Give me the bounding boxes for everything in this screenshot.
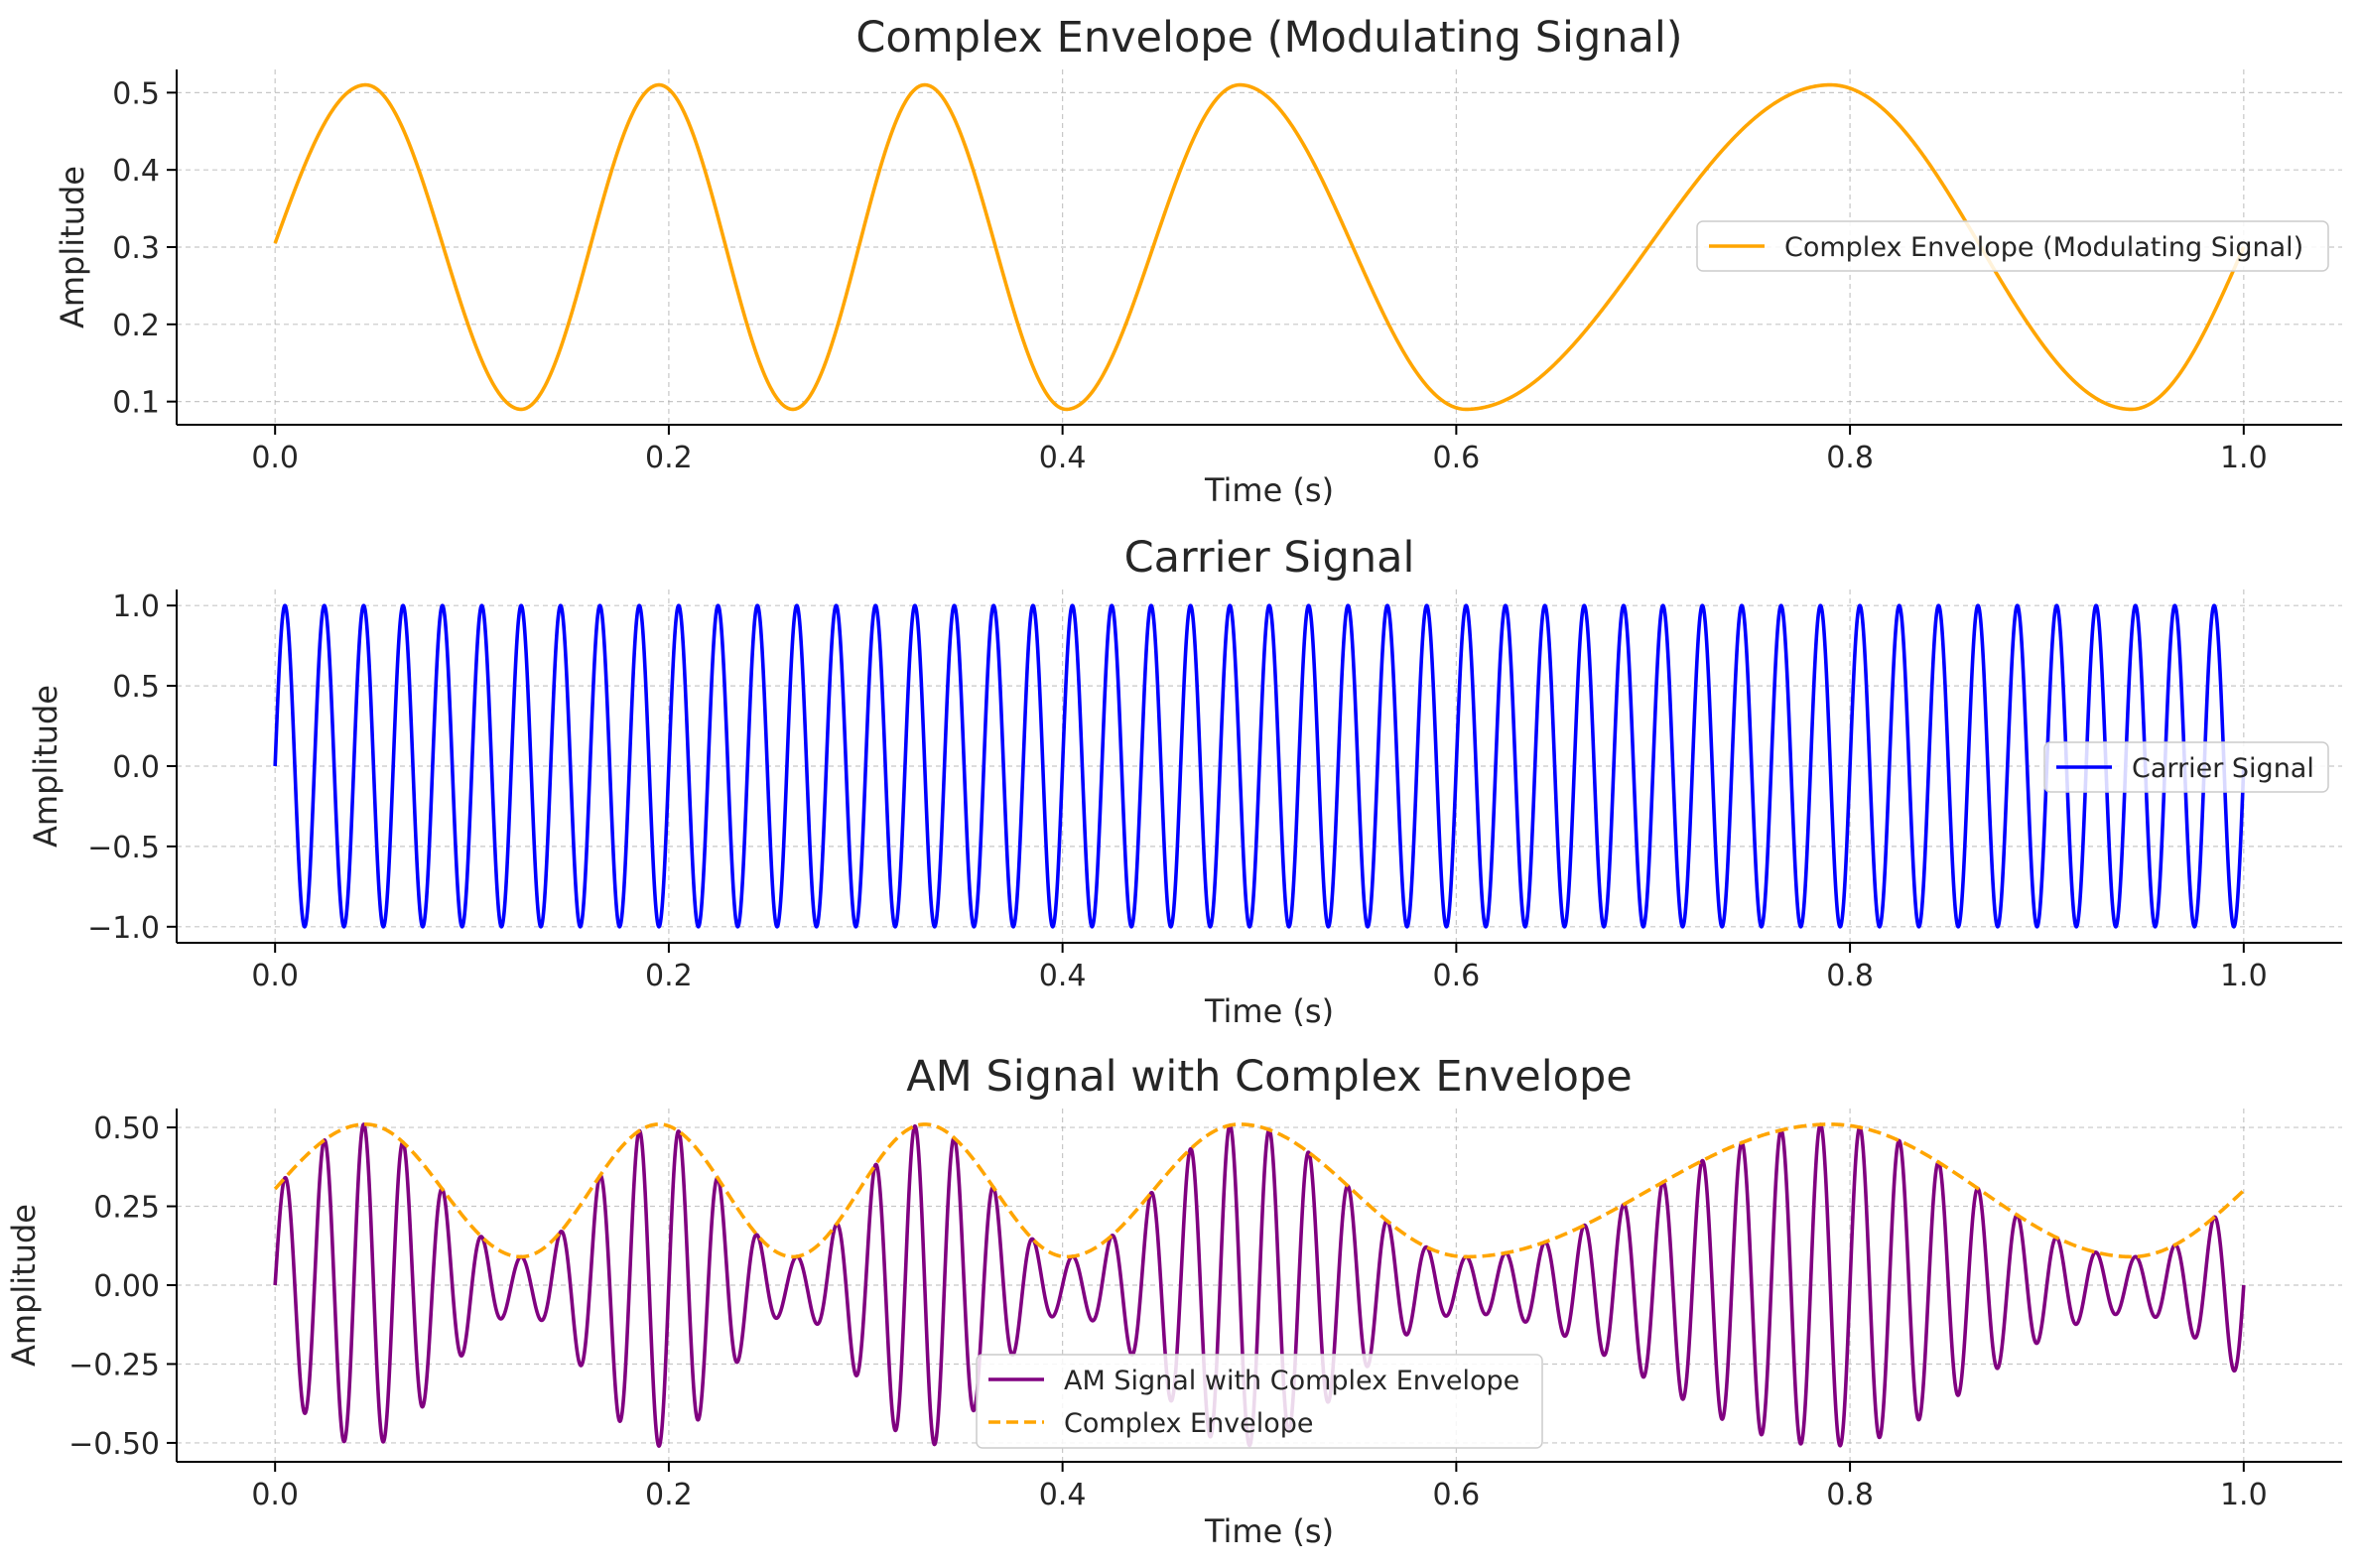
x-tick-label: 0.8: [1826, 959, 1874, 993]
subplot-3: 0.0 0.2 0.4 0.6 0.8 1.0 0.50 0.25 0.00 −0.25 −0.50…: [5, 1052, 2342, 1550]
x-tick-label: 1.0: [2220, 959, 2268, 993]
x-tick-label: 1.0: [2220, 441, 2268, 475]
x-tick-label: 0.0: [251, 441, 299, 475]
x-tick-label: 1.0: [2220, 1478, 2268, 1512]
y-tick-label: 0.2: [112, 309, 160, 343]
x-tick-label: 0.2: [645, 1478, 693, 1512]
y-tick-label: −1.0: [87, 911, 160, 946]
y-tick-label: 0.50: [93, 1111, 160, 1146]
x-tick-label: 0.6: [1433, 441, 1481, 475]
chart-title: Complex Envelope (Modulating Signal): [855, 13, 1682, 63]
legend: AM Signal with Complex Envelope Complex E…: [976, 1354, 1543, 1449]
legend: Complex Envelope (Modulating Signal): [1696, 220, 2329, 272]
legend: Carrier Signal: [2043, 741, 2329, 793]
x-tick-label: 0.4: [1039, 1478, 1087, 1512]
legend-box: [1696, 220, 2329, 272]
y-tick-label: 1.0: [112, 589, 160, 624]
y-tick-label: 0.3: [112, 231, 160, 266]
x-tick-label: 0.0: [251, 1478, 299, 1512]
chart-title: AM Signal with Complex Envelope: [906, 1052, 1632, 1102]
x-tick-label: 0.8: [1826, 1478, 1874, 1512]
x-tick-label: 0.0: [251, 959, 299, 993]
y-tick-label: 0.5: [112, 670, 160, 705]
y-tick-label: −0.5: [87, 831, 160, 865]
x-axis-label: Time (s): [1204, 1512, 1334, 1550]
y-tick-label: 0.4: [112, 154, 160, 189]
legend-label: Complex Envelope: [1064, 1408, 1314, 1439]
x-axis-label: Time (s): [1204, 992, 1334, 1030]
legend-label: Carrier Signal: [2132, 753, 2314, 784]
x-tick-label: 0.4: [1039, 959, 1087, 993]
y-tick-label: 0.1: [112, 386, 160, 421]
x-tick-label: 0.8: [1826, 441, 1874, 475]
y-tick-label: 0.00: [93, 1269, 160, 1304]
y-tick-label: 0.5: [112, 76, 160, 111]
y-tick-label: 0.0: [112, 750, 160, 785]
subplot-1: 0.0 0.2 0.4 0.6 0.8 1.0 0.1 0.2 0.3 0.4 0.5 Complex…: [54, 13, 2342, 509]
x-tick-label: 0.6: [1433, 959, 1481, 993]
legend-box: [2043, 741, 2329, 793]
series-line-1: [273, 603, 2246, 929]
x-tick-label: 0.2: [645, 959, 693, 993]
series-line-1: [273, 1122, 2246, 1448]
y-axis-label: Amplitude: [5, 1204, 43, 1367]
legend-label: AM Signal with Complex Envelope: [1064, 1366, 1519, 1396]
y-axis-label: Amplitude: [27, 685, 65, 848]
legend-label: Complex Envelope (Modulating Signal): [1784, 232, 2303, 263]
chart-title: Carrier Signal: [1124, 533, 1415, 583]
y-axis-label: Amplitude: [54, 166, 91, 328]
x-tick-label: 0.6: [1433, 1478, 1481, 1512]
series-line-1: [273, 82, 2246, 412]
y-tick-label: −0.50: [68, 1427, 160, 1462]
subplot-2: 0.0 0.2 0.4 0.6 0.8 1.0 1.0 0.5 0.0 −0.5 −1.0 Carri…: [27, 533, 2342, 1030]
x-tick-label: 0.2: [645, 441, 693, 475]
legend-box: [976, 1354, 1543, 1449]
x-axis-label: Time (s): [1204, 471, 1334, 509]
y-tick-label: 0.25: [93, 1191, 160, 1226]
x-tick-label: 0.4: [1039, 441, 1087, 475]
y-tick-label: −0.25: [68, 1348, 160, 1382]
